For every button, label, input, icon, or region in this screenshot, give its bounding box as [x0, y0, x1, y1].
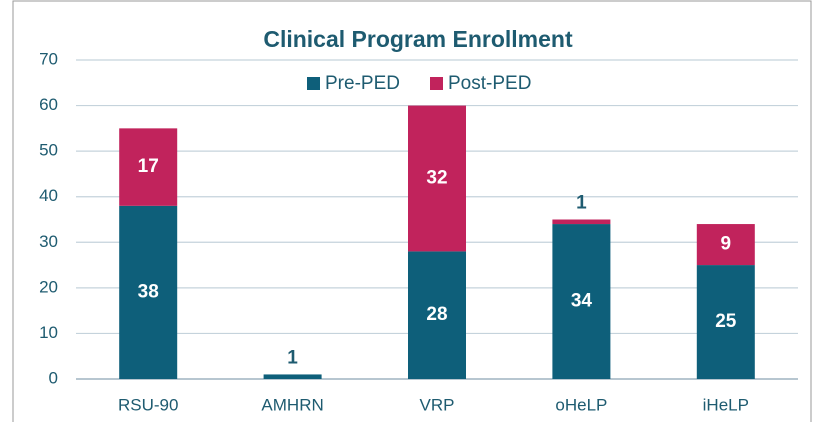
y-tick-label: 40	[39, 186, 58, 205]
legend-swatch	[430, 77, 443, 90]
data-label: 25	[715, 311, 737, 332]
x-tick-label: AMHRN	[261, 395, 323, 414]
bar-segment	[119, 128, 178, 206]
bar-segment	[552, 224, 611, 379]
data-label: 34	[571, 291, 593, 312]
x-tick-label: VRP	[420, 395, 455, 414]
y-tick-label: 0	[49, 368, 58, 387]
y-tick-label: 50	[39, 141, 58, 160]
data-label: 28	[426, 304, 447, 325]
y-tick-label: 10	[39, 323, 58, 342]
data-label: 1	[287, 347, 298, 368]
bar-segment	[408, 105, 466, 252]
bar-segment	[408, 251, 466, 379]
data-label: 38	[138, 281, 159, 302]
x-tick-label: oHeLP	[555, 395, 607, 414]
y-tick-label: 70	[39, 49, 58, 68]
y-tick-label: 20	[39, 277, 58, 296]
data-label: 1	[576, 193, 587, 214]
legend-swatch	[307, 77, 320, 90]
bar-segment	[696, 224, 755, 266]
bar-segment	[119, 205, 178, 379]
x-tick-label: RSU-90	[118, 395, 178, 414]
bar-segment	[263, 374, 322, 379]
data-label: 32	[426, 168, 447, 189]
y-tick-label: 30	[39, 232, 58, 251]
y-tick-label: 60	[39, 95, 58, 114]
x-tick-label: iHeLP	[703, 395, 749, 414]
data-label: 9	[721, 234, 732, 255]
legend-label: Pre-PED	[325, 73, 400, 94]
bar-segment	[552, 219, 611, 225]
legend-label: Post-PED	[448, 73, 531, 94]
chart-title: Clinical Program Enrollment	[263, 26, 573, 52]
bar-segment	[696, 265, 755, 379]
data-label: 17	[138, 156, 159, 177]
